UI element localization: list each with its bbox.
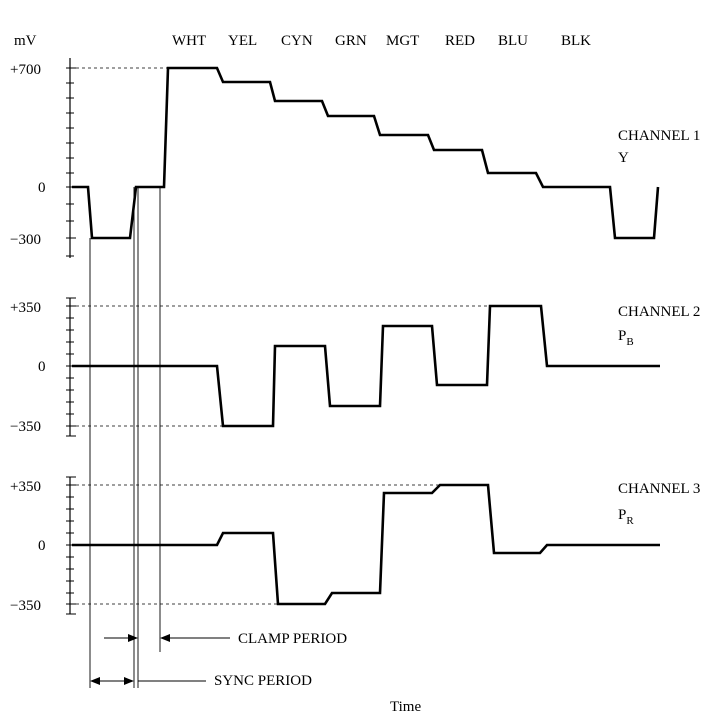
- channel-2: +350 0 −350 CHANNEL 2 PB: [10, 297, 700, 437]
- ch3-label: CHANNEL 3: [618, 481, 700, 497]
- ch1-label: CHANNEL 1: [618, 128, 700, 144]
- ch2-label: CHANNEL 2: [618, 304, 700, 320]
- ch1-signal: Y: [618, 150, 629, 166]
- ch1-waveform: [72, 66, 660, 240]
- ch3-signal: PR: [618, 507, 634, 527]
- tick-label-ch1-bottom: −300: [10, 232, 41, 248]
- unit-label: mV: [14, 33, 37, 49]
- bar-label-wht: WHT: [172, 33, 206, 49]
- bar-label-yel: YEL: [228, 33, 257, 49]
- tick-label-ch1-zero: 0: [38, 180, 46, 196]
- bar-label-mgt: MGT: [386, 33, 419, 49]
- ch2-waveform: [72, 304, 660, 428]
- bar-label-red: RED: [445, 33, 475, 49]
- sync-period-marker: SYNC PERIOD: [90, 673, 312, 689]
- timing-markers: [89, 187, 161, 688]
- tick-label-ch2-top: +350: [10, 300, 41, 316]
- channel-3: +350 0 −350 CHANNEL 3 PR: [10, 476, 700, 615]
- tick-label-ch2-bottom: −350: [10, 419, 41, 435]
- clamp-period-label: CLAMP PERIOD: [238, 631, 347, 647]
- tick-label-ch3-zero: 0: [38, 538, 46, 554]
- channel-1: +700 0 −300 CHANNEL 1 Y: [10, 58, 700, 258]
- ch3-ticks: [66, 476, 76, 615]
- tick-label-ch3-top: +350: [10, 479, 41, 495]
- clamp-period-marker: CLAMP PERIOD: [104, 631, 347, 647]
- bar-label-blu: BLU: [498, 33, 528, 49]
- ch1-ticks: [66, 67, 76, 257]
- ch3-waveform: [72, 483, 660, 606]
- tick-label-ch2-zero: 0: [38, 359, 46, 375]
- ch2-signal: PB: [618, 328, 634, 348]
- tick-label-ch1-top: +700: [10, 62, 41, 78]
- sync-period-label: SYNC PERIOD: [214, 673, 312, 689]
- time-axis-label: Time: [390, 699, 421, 715]
- tick-label-ch3-bottom: −350: [10, 598, 41, 614]
- bar-label-blk: BLK: [561, 33, 591, 49]
- bar-label-grn: GRN: [335, 33, 367, 49]
- bar-label-cyn: CYN: [281, 33, 313, 49]
